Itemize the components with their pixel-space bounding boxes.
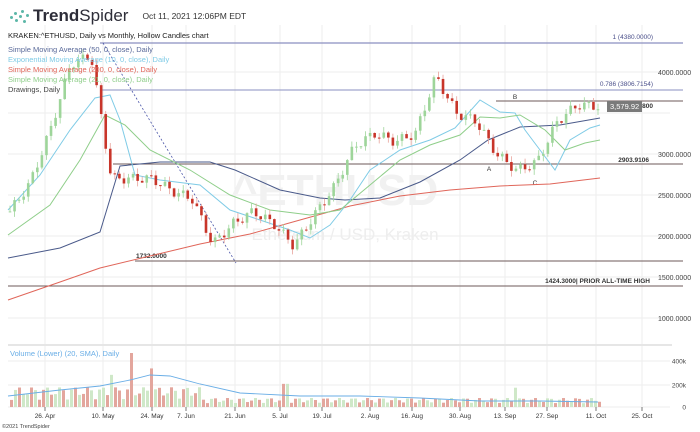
legend-sma50[interactable]: Simple Moving Average (50, 0, close), Da… xyxy=(8,45,153,54)
volume-tick-label: 400k xyxy=(672,359,687,366)
logo-icon xyxy=(8,8,30,24)
fib-level-1-label: 1 (4380.0000) xyxy=(613,34,653,41)
chart-title: KRAKEN:^ETHUSD, Daily vs Monthly, Hollow… xyxy=(8,31,209,40)
x-tick-label: 13. Sep xyxy=(494,413,517,420)
watermark-symbol: ^ETHUSD xyxy=(232,166,439,215)
timestamp: Oct 11, 2021 12:06PM EDT xyxy=(142,11,247,21)
brand-bold: Trend xyxy=(33,6,80,25)
x-tick-label: 7. Jun xyxy=(177,413,195,420)
x-tick-label: 10. May xyxy=(91,413,115,420)
volume-tick-label: 200k xyxy=(672,383,687,390)
y-tick-label: 3000.0000 xyxy=(658,152,691,159)
point-c-label: C xyxy=(533,180,538,187)
x-tick-label: 27. Sep xyxy=(536,413,559,420)
copyright: ©2021 TrendSpider xyxy=(2,424,50,430)
volume-label: Volume (Lower) (20, SMA), Daily xyxy=(10,349,120,358)
watermark-subtitle: Ethereum / USD, Kraken xyxy=(251,225,438,244)
y-tick-label: 2500.0000 xyxy=(658,193,691,200)
legend-drawings[interactable]: Drawings, Daily xyxy=(8,85,61,94)
legend-sma200[interactable]: Simple Moving Average (200, 0, close), D… xyxy=(8,65,158,74)
indicator-legend: Simple Moving Average (50, 0, close), Da… xyxy=(8,45,169,95)
support-level-label: 2903.9106 xyxy=(618,157,649,164)
legend-ema10[interactable]: Exponential Moving Average (10, 0, close… xyxy=(8,55,170,64)
fib-level-786-label: 0.786 (3806.7154) xyxy=(600,81,653,88)
trendspider-logo: Trend Spider xyxy=(8,6,128,26)
low-level-label: 1732.0000 xyxy=(136,253,167,260)
x-tick-label: 5. Jul xyxy=(272,413,288,420)
x-tick-label: 25. Oct xyxy=(632,413,653,420)
y-tick-label: 4000.0000 xyxy=(658,70,691,77)
y-tick-label: 2000.0000 xyxy=(658,234,691,241)
point-a-label: A xyxy=(487,166,492,173)
current-price-badge: 3,579.92 xyxy=(607,101,643,112)
y-tick-label: 1500.0000 xyxy=(658,275,691,282)
point-b-label: B xyxy=(513,94,517,101)
y-tick-label: 1000.0000 xyxy=(658,316,691,323)
x-tick-label: 16. Aug xyxy=(401,413,423,420)
chart-header: Trend Spider Oct 11, 2021 12:06PM EDT xyxy=(8,6,246,26)
brand-light: Spider xyxy=(79,6,129,25)
x-tick-label: 30. Aug xyxy=(449,413,471,420)
x-tick-label: 26. Apr xyxy=(35,413,56,420)
legend-sma21[interactable]: Simple Moving Average (21, 0, close), Da… xyxy=(8,75,153,84)
x-tick-label: 11. Oct xyxy=(586,413,607,420)
volume-tick-label: 0 xyxy=(682,405,686,412)
x-tick-label: 2. Aug xyxy=(361,413,380,420)
x-tick-label: 24. May xyxy=(140,413,164,420)
prior-ath-label: 1424.3000| PRIOR ALL-TIME HIGH xyxy=(545,278,650,285)
x-tick-label: 19. Jul xyxy=(312,413,332,420)
x-tick-label: 21. Jun xyxy=(224,413,246,420)
